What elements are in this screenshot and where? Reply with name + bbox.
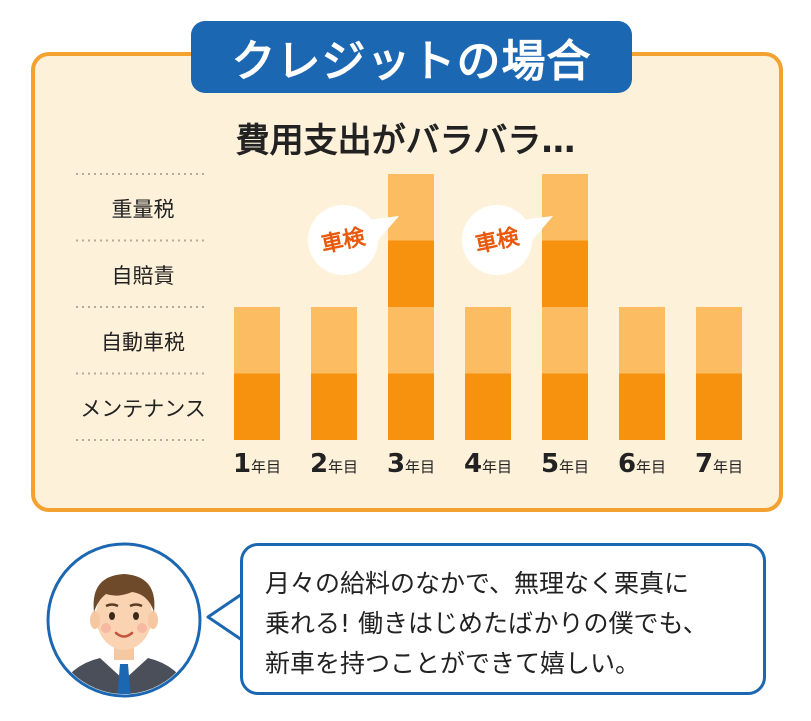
x-tick-label: 2年目 bbox=[310, 449, 358, 479]
legend-label: メンテナンス bbox=[80, 397, 206, 421]
speech-line-2: 乗れる! 働きはじめたばかりの僕でも、 bbox=[265, 609, 708, 638]
speech-line-1: 月々の給料のなかで、無理なく栗真に bbox=[265, 569, 690, 598]
bar-segment bbox=[619, 307, 665, 374]
bar-segment bbox=[311, 307, 357, 374]
x-tick-label: 5年目 bbox=[541, 449, 589, 479]
bar-segment bbox=[542, 240, 588, 307]
bar-segment bbox=[311, 373, 357, 440]
speech-line-3: 新車を持つことができて嬉しい。 bbox=[265, 649, 641, 678]
bar-segment bbox=[696, 373, 742, 440]
bar-segment bbox=[388, 174, 434, 241]
bar-segment bbox=[234, 307, 280, 374]
bar-segment bbox=[388, 240, 434, 307]
bar-segment bbox=[388, 307, 434, 374]
legend-label: 自賠責 bbox=[112, 264, 175, 288]
bar-segment bbox=[465, 373, 511, 440]
legend-label: 自動車税 bbox=[101, 330, 185, 354]
bar-segment bbox=[465, 307, 511, 374]
chart-title: 費用支出がバラバラ… bbox=[235, 121, 576, 161]
bar-segment bbox=[542, 373, 588, 440]
x-tick-label: 1年目 bbox=[233, 449, 281, 479]
bar-segment bbox=[542, 307, 588, 374]
bar-segment bbox=[542, 174, 588, 241]
annotation-bubble: 車検 bbox=[308, 205, 399, 275]
x-tick-label: 6年目 bbox=[618, 449, 666, 479]
bar-segment bbox=[619, 373, 665, 440]
x-tick-label: 3年目 bbox=[387, 449, 435, 479]
bar-segment bbox=[388, 373, 434, 440]
businessman-avatar-icon bbox=[46, 542, 202, 698]
bar-segment bbox=[696, 307, 742, 374]
legend-label: 重量税 bbox=[112, 197, 175, 221]
speech-bubble: 月々の給料のなかで、無理なく栗真に 乗れる! 働きはじめたばかりの僕でも、 新車… bbox=[240, 543, 766, 695]
bar-segment bbox=[234, 373, 280, 440]
x-tick-label: 4年目 bbox=[464, 449, 512, 479]
title-banner: クレジットの場合 bbox=[191, 21, 632, 93]
annotation-bubble: 車検 bbox=[462, 205, 553, 275]
x-tick-label: 7年目 bbox=[695, 449, 743, 479]
